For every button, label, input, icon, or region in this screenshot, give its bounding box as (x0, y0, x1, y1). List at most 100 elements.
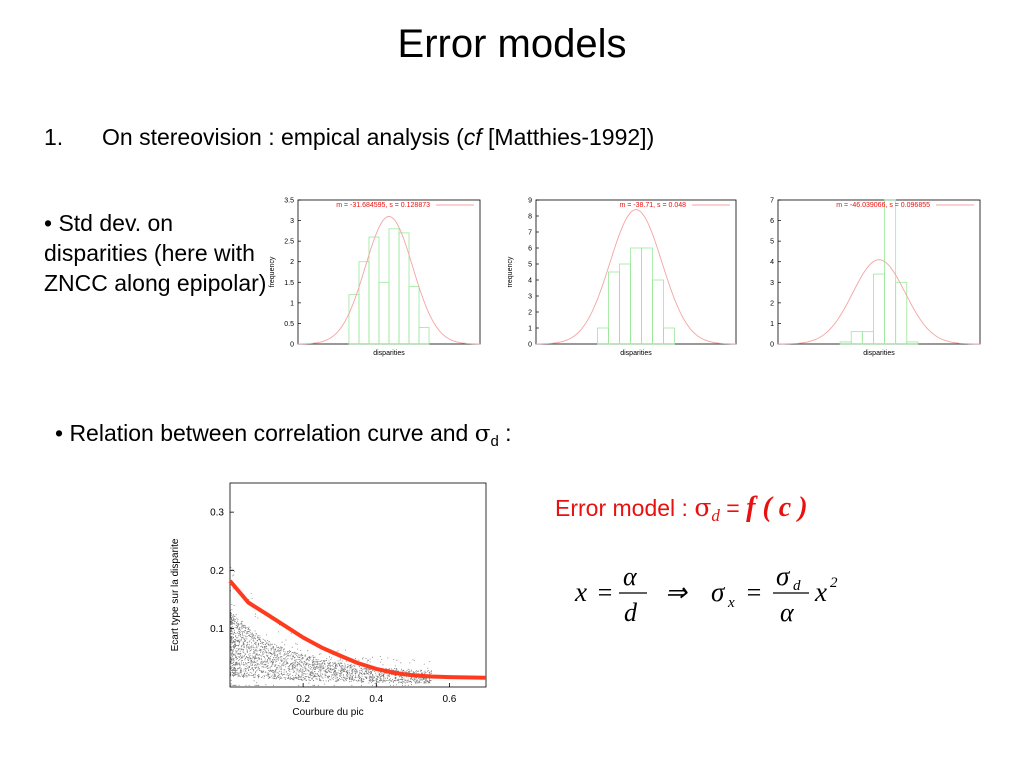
plot-frame (777, 199, 981, 345)
histogram-bar (895, 281, 908, 345)
y-axis-label: frequency (269, 256, 276, 287)
formula-sub-x: x (727, 595, 735, 611)
y-tick-label: 7 (528, 230, 532, 237)
x-axis-label: disparities (620, 350, 652, 357)
y-tick-label: 4 (528, 278, 532, 285)
y-tick-label: 3 (770, 280, 774, 287)
x-tick-label: 0.2 (296, 694, 310, 705)
y-tick-label: 6 (528, 246, 532, 253)
item-1-text-before: On stereovision : empical analysis ( (102, 124, 464, 150)
histogram-3: 0 1 2 3 4 5 6 7 m = -46.039066, s = 0.096855 disp… (770, 198, 981, 357)
histogram-bar (368, 236, 380, 345)
slide-title: Error models (397, 22, 627, 66)
histogram-bar (358, 261, 370, 345)
bullet-relation: • Relation between correlation curve and… (55, 420, 512, 450)
gaussian-fit-curve (298, 216, 480, 345)
y-tick-label: 4 (770, 259, 774, 266)
histogram-bar (873, 273, 885, 345)
y-tick-label: 0.5 (284, 321, 294, 328)
error-model-args: ( c ) (755, 492, 808, 523)
formula-alpha-2: α (780, 598, 795, 627)
histogram-bar (884, 199, 897, 345)
item-1-number: 1. (44, 124, 64, 150)
histogram-legend-label: m = -38.71, s = 0.048 (619, 202, 686, 209)
y-tick-label: 7 (770, 198, 774, 205)
y-tick-label: 5 (528, 262, 532, 269)
histogram-bar (663, 327, 675, 345)
histogram-legend-label: m = -31.684595, s = 0.128873 (336, 202, 430, 209)
y-tick-label: 2 (770, 300, 774, 307)
x-tick-label: 0.4 (369, 694, 383, 705)
y-tick-label: 2 (528, 310, 532, 317)
y-axis-label: frequency (508, 256, 514, 287)
y-tick-label: 8 (528, 214, 532, 221)
histogram-legend-label: m = -46.039066, s = 0.096855 (836, 202, 930, 209)
implies-symbol: ⇒ (665, 578, 688, 607)
histogram-bar (839, 341, 852, 345)
error-model-f: f (746, 492, 756, 523)
x-axis-label: disparities (373, 350, 405, 357)
error-model-sub: d (711, 506, 720, 525)
histogram-bar (641, 247, 653, 345)
error-model-sigma: σ (694, 493, 712, 522)
formula-sigma-d: σ (776, 561, 791, 591)
histogram-1: 0 0.5 1 1.5 2 2.5 3 3.5 m = -31.684595, s = 0.12… (269, 198, 481, 357)
formula-sub-d: d (793, 578, 801, 594)
item-1-cf: cf (463, 124, 482, 150)
formula-sigma-x: σ (711, 577, 726, 607)
bullet-std-dev: • Std dev. on disparities (here with ZNC… (44, 210, 267, 296)
y-tick-label: 3 (290, 218, 294, 225)
histogram-bar (850, 331, 863, 345)
y-tick-label: 1.5 (284, 280, 294, 287)
error-model-equals: = (719, 495, 747, 521)
histogram-bar (619, 263, 631, 345)
sigma-subscript: d (490, 433, 499, 450)
x-tick-label: 0.6 (442, 694, 456, 705)
formula-eq-1: = (596, 578, 614, 607)
histogram-2: 0 1 2 3 4 5 6 7 8 9 m = -38.71, s = 0.048 dispariti… (508, 198, 737, 357)
scatter-plot: 0.2 0.4 0.6 0.1 0.2 0.3 Courbure du pic Ecart t… (170, 482, 487, 718)
formula-x2: x (814, 577, 827, 607)
item-1: 1. On stereovision : empical analysis (cf… (44, 124, 654, 151)
bullet-relation-suffix: : (498, 420, 512, 446)
y-tick-label: 0 (770, 342, 774, 349)
y-tick-label: 0.3 (210, 508, 224, 519)
histogram-bar (608, 271, 620, 345)
histogram-bar (906, 341, 919, 345)
y-tick-label: 0 (528, 342, 532, 349)
histogram-bar (388, 228, 400, 345)
error-fit-curve (228, 579, 487, 680)
plot-frame (535, 199, 737, 345)
item-1-text-after: [Matthies-1992]) (481, 124, 655, 150)
plot-frame (229, 482, 487, 688)
histogram-bar (378, 281, 390, 345)
formula-alpha: α (623, 562, 638, 591)
error-model-label: Error model : σd = f ( c ) (555, 492, 808, 526)
y-tick-label: 3.5 (284, 198, 294, 205)
histogram-bar (418, 327, 430, 345)
histogram-bar (597, 327, 609, 345)
y-tick-label: 3 (528, 294, 532, 301)
y-tick-label: 1 (770, 321, 774, 328)
formula-exp: 2 (830, 575, 838, 591)
gaussian-fit-curve (536, 209, 736, 345)
histogram-bar (630, 247, 642, 345)
y-tick-label: 0.2 (210, 566, 224, 577)
histogram-bar (861, 331, 874, 345)
histogram-bar (408, 286, 420, 345)
y-axis-label: Ecart type sur la disparite (170, 538, 181, 651)
formula-x: x (574, 577, 587, 607)
formula-eq-2: = (745, 578, 763, 607)
y-tick-label: 6 (770, 218, 774, 225)
bullet-relation-text: • Relation between correlation curve and (55, 420, 475, 446)
y-tick-label: 2 (290, 259, 294, 266)
y-tick-label: 0.1 (210, 624, 224, 635)
sigma-symbol: σ (474, 421, 491, 447)
y-tick-label: 1 (528, 326, 532, 333)
y-tick-label: 5 (770, 239, 774, 246)
error-model-text: Error model : (555, 495, 695, 521)
y-tick-label: 0 (290, 342, 294, 349)
histogram-bar (652, 279, 664, 345)
scatter-points (230, 567, 432, 686)
x-axis-label: disparities (863, 350, 895, 357)
